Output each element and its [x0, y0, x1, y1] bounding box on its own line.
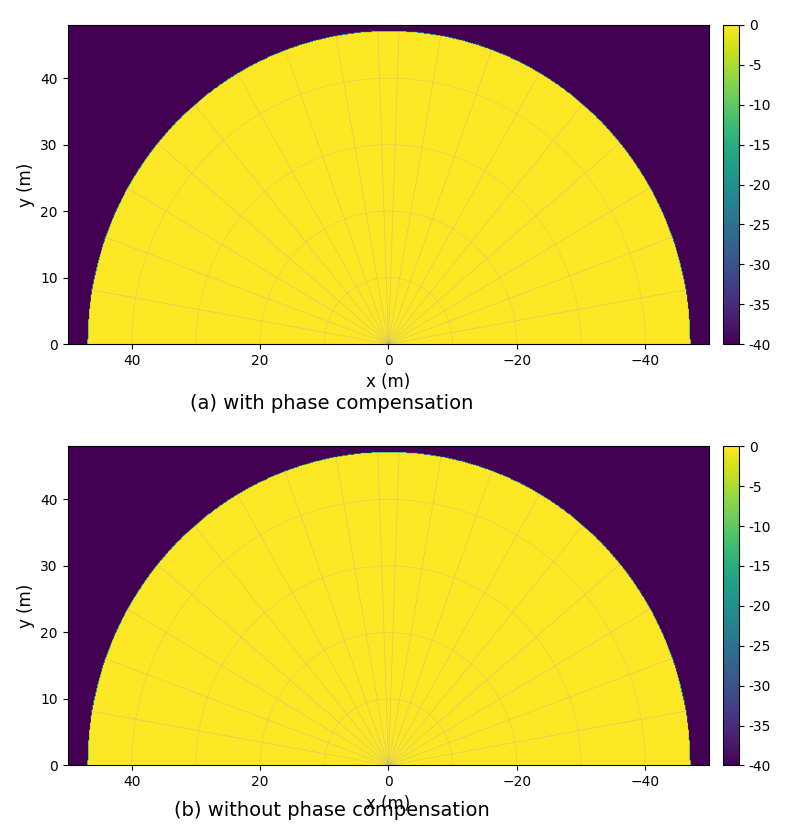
X-axis label: x (m): x (m): [367, 374, 411, 391]
Y-axis label: y (m): y (m): [17, 162, 35, 206]
Text: (b) without phase compensation: (b) without phase compensation: [174, 801, 490, 820]
Y-axis label: y (m): y (m): [17, 584, 35, 628]
X-axis label: x (m): x (m): [367, 795, 411, 813]
Text: (a) with phase compensation: (a) with phase compensation: [190, 394, 473, 413]
